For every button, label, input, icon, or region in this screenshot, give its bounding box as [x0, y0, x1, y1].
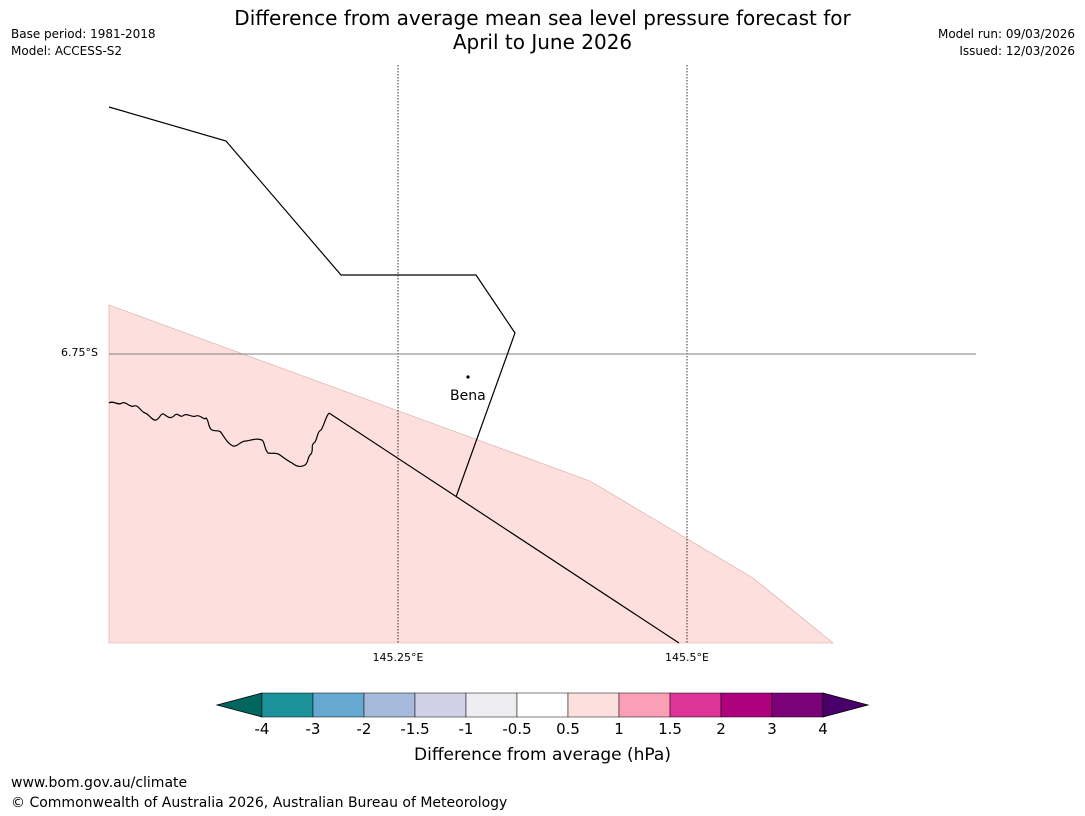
colorbar-bin-minus1-minus0.5	[465, 692, 518, 718]
district-boundary	[108, 106, 516, 498]
lon-label-145.25e: 145.25°E	[372, 651, 424, 664]
province-boundary	[328, 412, 680, 644]
model-run-date: Model run: 09/03/2026	[937, 27, 1075, 41]
issued-date: Issued: 12/03/2026	[959, 44, 1075, 58]
colorbar-label: Difference from average (hPa)	[414, 745, 671, 765]
colorbar-tick: 2	[716, 720, 726, 738]
meta-right: Model run: 09/03/2026 Issued: 12/03/2026	[938, 26, 1075, 60]
footer-copyright: © Commonwealth of Australia 2026, Austra…	[11, 795, 508, 811]
colorbar-bin-2-3	[720, 692, 773, 718]
colorbar-tick: 4	[818, 720, 828, 738]
colorbar-bin-1.5-2	[669, 692, 722, 718]
colorbar-extend-high	[822, 692, 870, 718]
chart-title: Difference from average mean sea level p…	[0, 6, 1085, 54]
title-line-2: April to June 2026	[452, 30, 633, 54]
colorbar-tick: 0.5	[556, 720, 580, 738]
lon-label-145.5e: 145.5°E	[665, 651, 709, 664]
colorbar-bin-minus3-minus2	[312, 692, 365, 718]
place-label-bena: Bena	[450, 388, 486, 404]
colorbar-tick: 3	[767, 720, 777, 738]
colorbar-bin-1-1.5	[618, 692, 671, 718]
colorbar-tick: -4	[254, 720, 270, 738]
colorbar-bin-minus0.5-0.5	[516, 692, 569, 718]
colorbar-tick: -1	[458, 720, 474, 738]
base-period: Base period: 1981-2018	[11, 27, 156, 41]
colorbar-bin-minus4-minus3	[261, 692, 314, 718]
colorbar-tick: 1.5	[658, 720, 682, 738]
footer-url[interactable]: www.bom.gov.au/climate	[11, 775, 188, 791]
colorbar-tick: -3	[305, 720, 321, 738]
river-line	[108, 401, 330, 468]
model-name: Model: ACCESS-S2	[11, 44, 123, 58]
title-line-1: Difference from average mean sea level p…	[234, 6, 851, 30]
colorbar-bin-minus1.5-minus1	[414, 692, 467, 718]
colorbar-bin-minus2-minus1.5	[363, 692, 416, 718]
meta-left: Base period: 1981-2018 Model: ACCESS-S2	[11, 26, 156, 60]
colorbar-tick: -2	[356, 720, 372, 738]
colorbar-tick: -0.5	[502, 720, 532, 738]
lat-label-6.75s: 6.75°S	[61, 346, 98, 359]
colorbar-extend-low	[215, 692, 263, 718]
bena-marker	[466, 375, 470, 379]
colorbar-tick: 1	[614, 720, 624, 738]
colorbar-bin-3-4	[771, 692, 824, 718]
colorbar-tick: -1.5	[400, 720, 430, 738]
forecast-region-0.5-to-1	[108, 304, 834, 644]
colorbar-bin-0.5-1	[567, 692, 620, 718]
